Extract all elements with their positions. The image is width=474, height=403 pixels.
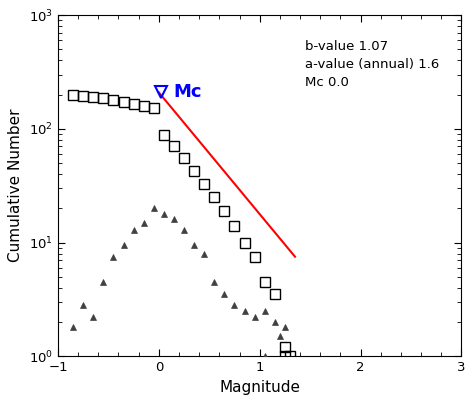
Text: b-value 1.07
a-value (annual) 1.6
Mc 0.0: b-value 1.07 a-value (annual) 1.6 Mc 0.0 <box>305 40 439 89</box>
Y-axis label: Cumulative Number: Cumulative Number <box>9 109 23 262</box>
Text: Mc: Mc <box>173 83 201 101</box>
X-axis label: Magnitude: Magnitude <box>219 380 300 395</box>
